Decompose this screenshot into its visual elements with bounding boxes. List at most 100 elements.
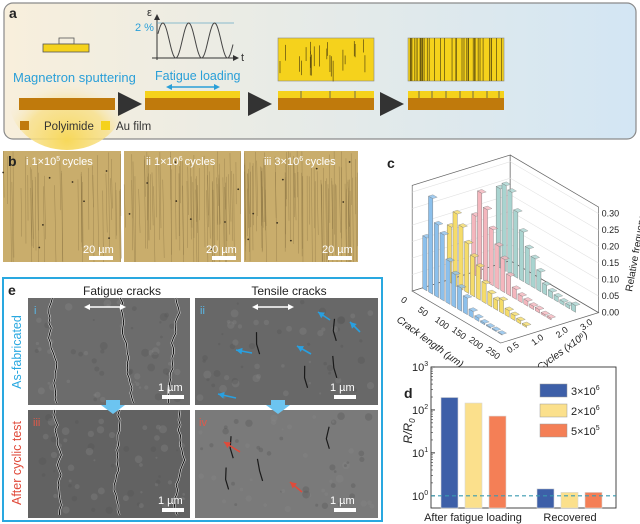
bar-top: [488, 225, 499, 231]
texture-grain: [286, 325, 292, 332]
histogram-bar: [521, 321, 532, 328]
crack-line: [326, 178, 328, 259]
cycle-suffix: cycles: [305, 156, 336, 168]
crack-line: [3, 151, 5, 198]
scale-bar: [162, 395, 184, 399]
crack-line: [327, 184, 329, 263]
crack-line: [216, 151, 219, 206]
bar-face: [470, 254, 475, 298]
texture-grain: [83, 350, 89, 356]
scale-bar-label: 1 µm: [330, 382, 355, 394]
texture-grain: [64, 303, 73, 311]
fatigue-crack: [173, 409, 186, 516]
crack-line: [208, 171, 211, 239]
texture-grain: [343, 464, 347, 468]
texture-grain: [47, 417, 56, 426]
texture-grain: [181, 496, 185, 500]
texture-grain: [276, 329, 282, 335]
crack-line: [134, 176, 136, 263]
texture-grain: [335, 377, 342, 384]
crack-line: [92, 175, 95, 263]
texture-grain: [330, 419, 337, 426]
histogram-bar: [511, 285, 522, 300]
texture-grain: [300, 300, 305, 305]
texture-grain: [329, 479, 333, 483]
bar-top: [521, 321, 532, 327]
texture-grain: [232, 339, 239, 346]
sputter-text: Magnetron sputtering: [13, 70, 136, 85]
crack-line: [105, 173, 108, 233]
y-tick-label: 0.5: [505, 340, 521, 355]
bar-top: [510, 311, 520, 317]
bar-top: [547, 288, 558, 293]
defect-dot: [281, 178, 284, 181]
texture-grain: [158, 425, 167, 434]
bar-face: [494, 243, 500, 290]
optical-micrograph: [2, 151, 122, 263]
crack-line: [174, 158, 177, 240]
texture-grain: [337, 502, 343, 507]
legend-swatch-au: [101, 121, 110, 130]
tensile-crack: [225, 467, 230, 490]
crack-line: [294, 173, 297, 221]
bar-top: [462, 294, 473, 299]
crack-line: [338, 166, 341, 233]
texture-grain: [160, 444, 169, 452]
texture-grain: [174, 368, 181, 376]
bar-top: [546, 314, 557, 319]
tensile-crack: [255, 332, 261, 355]
scale-bar: [334, 508, 356, 512]
bar-face: [457, 285, 462, 312]
texture-grain: [78, 351, 84, 357]
histogram-bar: [456, 284, 467, 312]
texture-grain: [349, 493, 356, 500]
panel-a: a Magnetron sputtering ε t 2 % Fatigue l…: [3, 2, 637, 150]
crack-line: [212, 189, 215, 250]
texture-grain: [93, 397, 98, 402]
x-axis-label: Crack length (µm): [394, 315, 465, 371]
numeral-ii: ii: [200, 305, 205, 317]
crack-line: [11, 181, 14, 263]
tensile-crack: [303, 365, 309, 388]
histogram-bar: [536, 268, 546, 293]
time-symbol: t: [241, 52, 244, 64]
texture-grain: [91, 507, 96, 512]
fatigue-crack: [113, 409, 121, 516]
crack-line: [190, 159, 192, 240]
strain-graph: ε t 2 %: [135, 7, 244, 64]
cross-section-cracks: [300, 91, 356, 98]
bar-top: [482, 205, 493, 211]
texture-grain: [232, 320, 237, 325]
z-tick-label: 0.15: [602, 258, 620, 268]
texture-grain: [183, 497, 186, 500]
crack-line: [110, 178, 113, 221]
texture-grain: [151, 351, 159, 359]
bar-face: [464, 241, 470, 294]
bar-top: [474, 314, 484, 319]
crack-line: [224, 158, 226, 210]
sparse-cracks: [279, 39, 366, 82]
crack-line: [82, 181, 84, 252]
texture-grain: [103, 299, 112, 308]
texture-grain: [135, 382, 140, 387]
bar-top: [501, 181, 512, 186]
texture-grain: [337, 377, 340, 380]
numeral: i: [26, 156, 28, 168]
bar-face: [500, 256, 506, 294]
crack-line: [311, 167, 313, 263]
texture-grain: [350, 313, 356, 319]
crack-line: [119, 189, 122, 259]
bar-face: [483, 207, 488, 283]
texture-grain: [67, 464, 75, 472]
bar-face: [506, 273, 511, 297]
bar: [584, 492, 603, 509]
bar-top: [427, 194, 438, 199]
sputter-target: [42, 43, 90, 53]
histogram-bar: [498, 296, 509, 315]
bar-top: [500, 255, 510, 260]
crack-line: [349, 190, 352, 263]
histogram-bar: [553, 293, 564, 303]
cycle-exp: 6: [179, 156, 183, 163]
dense-cracks: [409, 38, 503, 81]
